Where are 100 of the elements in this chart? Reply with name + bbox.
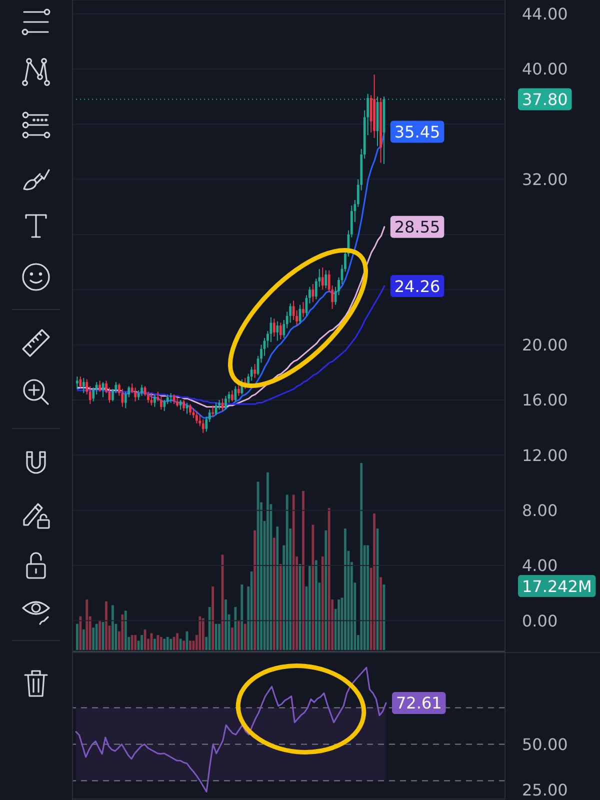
data-label: 24.26 [394,276,440,296]
bar [92,628,95,650]
y-tick-label: 25.00 [522,780,568,800]
bar [134,635,137,650]
bar [98,620,102,650]
bar [130,635,134,650]
candlestick [182,399,185,412]
candlestick [154,394,156,408]
bar [182,640,185,650]
candlestick [195,410,198,424]
bar [272,538,276,650]
bar [286,494,288,650]
bar [140,635,143,650]
bar [338,600,340,650]
bar [208,606,211,650]
bar [308,566,311,650]
bar [234,606,237,650]
bar [166,636,169,650]
y-tick-label: 16.00 [522,390,568,410]
bar [154,638,156,650]
candlestick [234,386,237,402]
text: 17.242M [522,576,592,596]
y-tick-label: 20.00 [522,336,568,355]
bar [266,472,269,650]
bar [76,624,78,650]
bar [218,624,220,650]
candlestick [134,387,137,402]
candlestick [224,395,227,410]
candlestick [176,396,179,408]
candlestick [212,404,214,418]
bar [344,528,346,650]
candlestick [82,377,85,394]
y-tick-label: 4.00 [522,556,558,576]
bar [244,624,246,650]
bar [302,491,304,650]
candlestick [76,376,78,390]
bar [82,629,85,650]
bar [380,577,382,650]
y-tick-label: 40.00 [522,60,568,79]
bar [324,530,328,650]
bar [156,635,160,650]
candlestick [221,398,224,412]
candlestick [202,418,204,434]
candlestick [231,390,234,402]
candlestick [272,318,276,338]
candlestick [321,267,324,290]
bar [276,526,279,650]
bar [237,620,240,650]
y-tick-label: 0.00 [522,611,558,630]
bar [105,601,108,650]
bar [231,628,234,650]
candlestick [254,364,256,378]
bar [189,640,192,650]
bar [254,530,256,650]
candlestick [324,270,328,289]
bar [160,636,162,650]
bar [366,545,370,650]
bar [373,513,376,650]
bar [321,556,324,650]
data-label: 35.45 [394,122,440,142]
candlestick [189,404,192,416]
bar [176,633,179,650]
bar [79,616,82,650]
bar [214,624,218,650]
bar [314,560,318,650]
bar [172,636,176,650]
candlestick [279,322,282,340]
bar [240,584,244,650]
candlestick [250,366,253,382]
bar [95,624,98,650]
bar [112,605,114,650]
ref-line-label: 37.80 [522,90,568,110]
data-label: 28.55 [394,218,440,237]
bar [292,494,295,650]
candlestick [160,395,162,410]
data-label: 72.61 [396,694,442,713]
candlestick [79,376,82,388]
candlestick [312,284,314,303]
bar [198,616,202,650]
candlestick [276,320,279,342]
candlestick [172,394,176,405]
candlestick [98,380,102,392]
bar [170,638,172,650]
bar [328,508,330,650]
bar [202,618,204,650]
line-series [75,666,387,792]
y-tick-label: 44.00 [522,4,568,24]
y-tick-label: 50.00 [522,735,568,754]
candlestick [186,402,188,414]
y-tick-label: 32.00 [522,170,568,190]
bar [86,600,88,650]
candlestick [237,382,240,396]
y-tick-label: 12.00 [522,446,568,465]
candlestick [302,302,304,318]
bar [360,463,363,650]
candlestick [140,384,143,396]
bar [224,600,227,650]
bar [121,614,124,650]
bar [312,524,314,650]
bar [212,586,214,650]
